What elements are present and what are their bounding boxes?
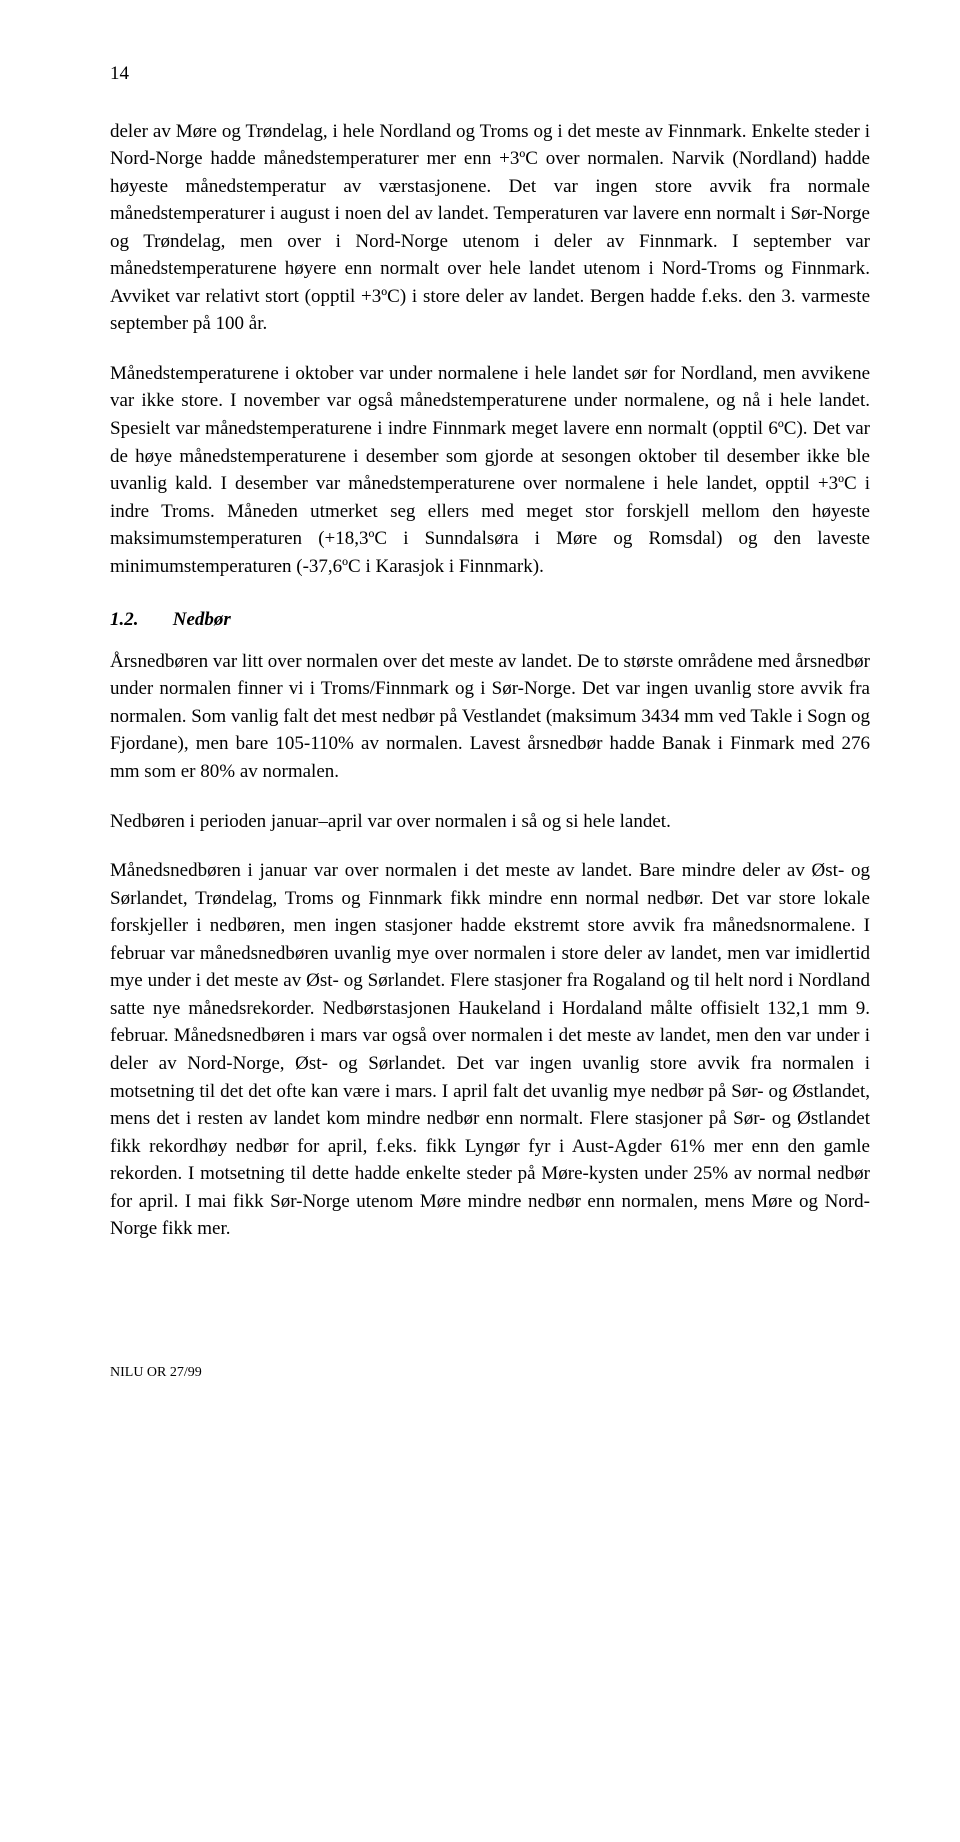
footer-reference: NILU OR 27/99 <box>110 1363 870 1383</box>
body-paragraph: deler av Møre og Trøndelag, i hele Nordl… <box>110 118 870 338</box>
page-number: 14 <box>110 60 870 88</box>
body-paragraph: Nedbøren i perioden januar–april var ove… <box>110 808 870 836</box>
section-heading: 1.2. Nedbør <box>110 606 870 634</box>
body-paragraph: Månedstemperaturene i oktober var under … <box>110 360 870 580</box>
section-title: Nedbør <box>173 609 231 630</box>
section-number: 1.2. <box>110 606 168 634</box>
body-paragraph: Årsnedbøren var litt over normalen over … <box>110 648 870 786</box>
body-paragraph: Månedsnedbøren i januar var over normale… <box>110 857 870 1243</box>
